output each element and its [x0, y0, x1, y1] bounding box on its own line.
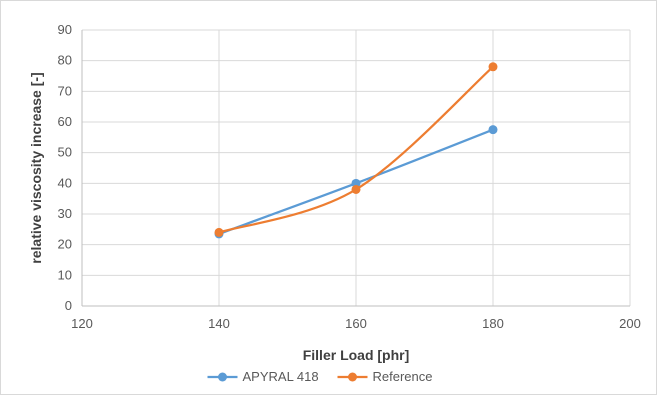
y-tick-label: 70 [58, 83, 72, 98]
x-axis-label: Filler Load [phr] [303, 347, 410, 363]
data-point [488, 62, 498, 72]
x-axis-ticks: 120 140 160 180 200 [71, 316, 641, 331]
axes [81, 30, 630, 307]
x-tick-label: 140 [208, 316, 230, 331]
y-tick-label: 10 [58, 267, 72, 282]
y-axis-ticks: 0 10 20 30 40 50 60 70 80 90 [58, 22, 72, 313]
y-tick-label: 40 [58, 175, 72, 190]
legend-marker [348, 372, 357, 382]
legend-label: APYRAL 418 [243, 369, 319, 384]
legend-label: Reference [373, 369, 433, 384]
series-reference [214, 62, 498, 237]
data-point [214, 227, 224, 237]
legend-item-reference: Reference [337, 369, 433, 384]
legend: APYRAL 418 Reference [207, 369, 433, 384]
y-tick-label: 60 [58, 114, 72, 129]
x-tick-label: 180 [482, 316, 504, 331]
y-tick-label: 30 [58, 206, 72, 221]
legend-marker [218, 372, 227, 382]
x-tick-label: 120 [71, 316, 93, 331]
y-tick-label: 80 [58, 53, 72, 68]
y-axis-label: relative viscosity increase [-] [28, 72, 44, 263]
y-tick-label: 20 [58, 237, 72, 252]
data-point [488, 125, 498, 135]
data-point [351, 184, 361, 194]
series [214, 62, 498, 239]
y-tick-label: 50 [58, 145, 72, 160]
gridlines [82, 29, 631, 306]
y-tick-label: 0 [65, 298, 72, 313]
x-tick-label: 160 [345, 316, 367, 331]
legend-item-apyral-418: APYRAL 418 [207, 369, 319, 384]
x-tick-label: 200 [619, 316, 641, 331]
y-tick-label: 90 [58, 22, 72, 37]
